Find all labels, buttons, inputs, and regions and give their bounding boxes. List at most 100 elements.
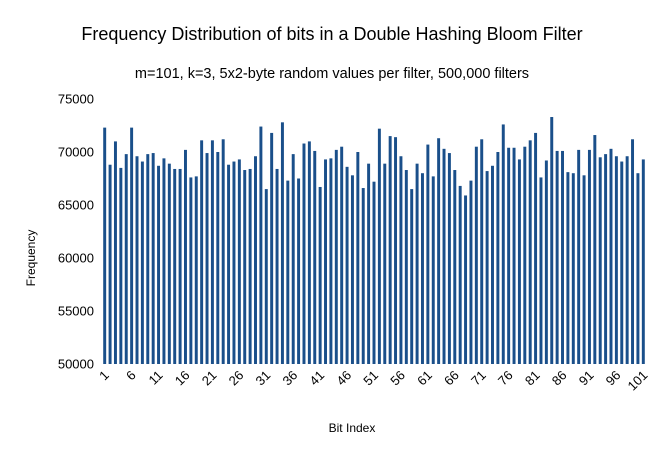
bar xyxy=(103,127,107,365)
bar xyxy=(523,146,527,364)
bar xyxy=(501,124,505,364)
bar xyxy=(162,158,166,364)
bar xyxy=(151,153,155,364)
bar xyxy=(345,166,349,364)
bar xyxy=(254,156,257,364)
bar xyxy=(227,164,231,364)
bar xyxy=(420,173,424,364)
bar xyxy=(270,132,274,364)
x-tick-label: 56 xyxy=(387,368,408,389)
bar xyxy=(280,122,284,364)
bar xyxy=(544,160,548,364)
bar xyxy=(582,175,586,364)
bar xyxy=(173,168,177,364)
bar xyxy=(157,165,161,364)
bar xyxy=(453,170,457,364)
x-tick-label: 61 xyxy=(414,368,435,389)
bar xyxy=(324,159,327,364)
bar xyxy=(415,163,419,364)
bar xyxy=(442,148,446,364)
bar xyxy=(464,195,468,364)
x-tick-label: 46 xyxy=(333,368,354,389)
bar xyxy=(469,180,473,364)
x-tick-label: 66 xyxy=(441,368,462,389)
x-tick-label: 21 xyxy=(199,368,220,389)
bar xyxy=(329,158,333,364)
bar xyxy=(372,181,376,364)
x-tick-label: 1 xyxy=(96,368,112,384)
bar xyxy=(119,167,123,364)
bar xyxy=(555,150,559,364)
y-tick-label: 70000 xyxy=(58,145,94,160)
y-tick-label: 55000 xyxy=(58,304,94,319)
bar xyxy=(566,172,570,364)
bar xyxy=(496,152,500,364)
bar xyxy=(410,189,414,364)
bar xyxy=(561,150,564,364)
bar xyxy=(641,159,645,364)
x-tick-label: 6 xyxy=(123,368,139,384)
bar xyxy=(237,159,241,364)
bar xyxy=(302,143,306,364)
y-axis-label: Frequency xyxy=(24,230,38,287)
bar xyxy=(189,177,193,364)
bar xyxy=(404,170,408,364)
bar xyxy=(437,138,441,364)
x-tick-label: 81 xyxy=(522,368,543,389)
bar xyxy=(130,127,134,365)
bar xyxy=(318,186,322,364)
bar xyxy=(350,175,354,364)
bar xyxy=(571,173,575,364)
y-tick-label: 75000 xyxy=(58,92,94,107)
bar xyxy=(480,139,484,364)
bar xyxy=(178,168,182,364)
bar xyxy=(146,154,150,364)
bar xyxy=(507,147,511,364)
x-tick-label: 31 xyxy=(253,368,274,389)
bar xyxy=(340,146,344,364)
bar xyxy=(297,178,301,364)
y-tick-label: 60000 xyxy=(58,251,94,266)
x-tick-label: 26 xyxy=(226,368,247,389)
bar xyxy=(587,149,591,364)
bar xyxy=(113,141,117,364)
x-tick-label: 11 xyxy=(146,368,166,388)
bar xyxy=(534,132,538,364)
bar xyxy=(313,150,317,364)
bar xyxy=(377,128,381,364)
bar xyxy=(539,177,543,364)
bar xyxy=(550,117,554,365)
bar xyxy=(361,188,365,364)
bar xyxy=(394,137,398,364)
bar xyxy=(458,185,462,364)
bar xyxy=(609,148,613,364)
bar xyxy=(598,157,602,364)
bar xyxy=(577,149,581,364)
bar xyxy=(593,135,597,364)
bar xyxy=(194,176,198,364)
y-tick-label: 50000 xyxy=(58,357,94,372)
bar xyxy=(604,154,608,364)
bar xyxy=(528,140,532,364)
y-tick-label: 65000 xyxy=(58,198,94,213)
bar xyxy=(474,146,478,364)
bar xyxy=(124,154,128,364)
bar xyxy=(517,159,521,364)
bar xyxy=(243,170,247,364)
bar xyxy=(221,139,225,364)
bar xyxy=(367,163,371,364)
bar xyxy=(383,163,387,364)
bar xyxy=(286,180,290,364)
bar xyxy=(264,189,268,364)
bar xyxy=(291,154,295,364)
x-axis-label: Bit Index xyxy=(329,421,376,435)
bar xyxy=(167,163,171,364)
bar xyxy=(426,144,430,364)
bar xyxy=(625,156,629,364)
bar xyxy=(140,161,144,364)
x-tick-label: 91 xyxy=(576,368,597,389)
bar xyxy=(431,176,435,364)
x-tick-label: 16 xyxy=(172,368,193,389)
bar xyxy=(205,153,209,364)
